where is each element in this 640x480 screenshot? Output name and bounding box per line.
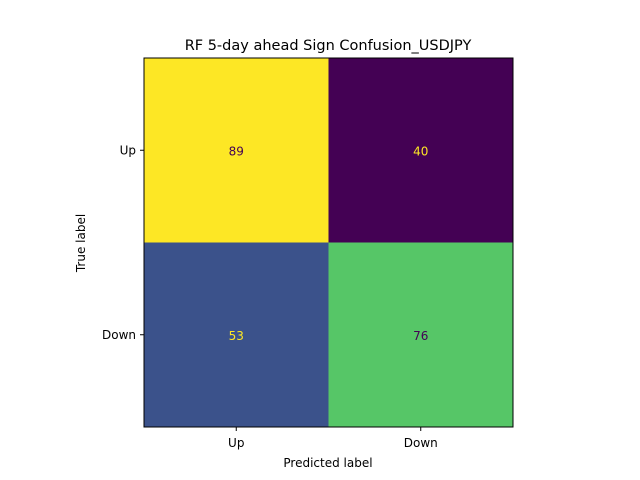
cell-value-label: 40 — [413, 144, 428, 158]
x-axis-label: Predicted label — [283, 456, 372, 470]
y-axis-label: True label — [74, 214, 88, 273]
cell-value-label: 89 — [229, 144, 244, 158]
plot-frame — [143, 57, 514, 428]
y-tick-label: Down — [102, 328, 136, 342]
cell-value-labels: 89 40 53 76 — [229, 144, 429, 343]
y-axis: Up Down — [102, 143, 144, 342]
heatmap-cell — [328, 242, 513, 427]
heatmap-cell — [144, 58, 329, 243]
heatmap-cells — [144, 58, 513, 427]
x-tick-label: Up — [228, 436, 244, 450]
x-tick-label: Down — [404, 436, 438, 450]
y-tick-label: Up — [120, 143, 136, 157]
x-axis: Up Down — [228, 427, 438, 450]
heatmap-cell — [328, 58, 513, 243]
cell-value-label: 53 — [229, 329, 244, 343]
heatmap-cell — [144, 242, 329, 427]
chart-title: RF 5-day ahead Sign Confusion_USDJPY — [185, 38, 472, 54]
cell-value-label: 76 — [413, 329, 428, 343]
